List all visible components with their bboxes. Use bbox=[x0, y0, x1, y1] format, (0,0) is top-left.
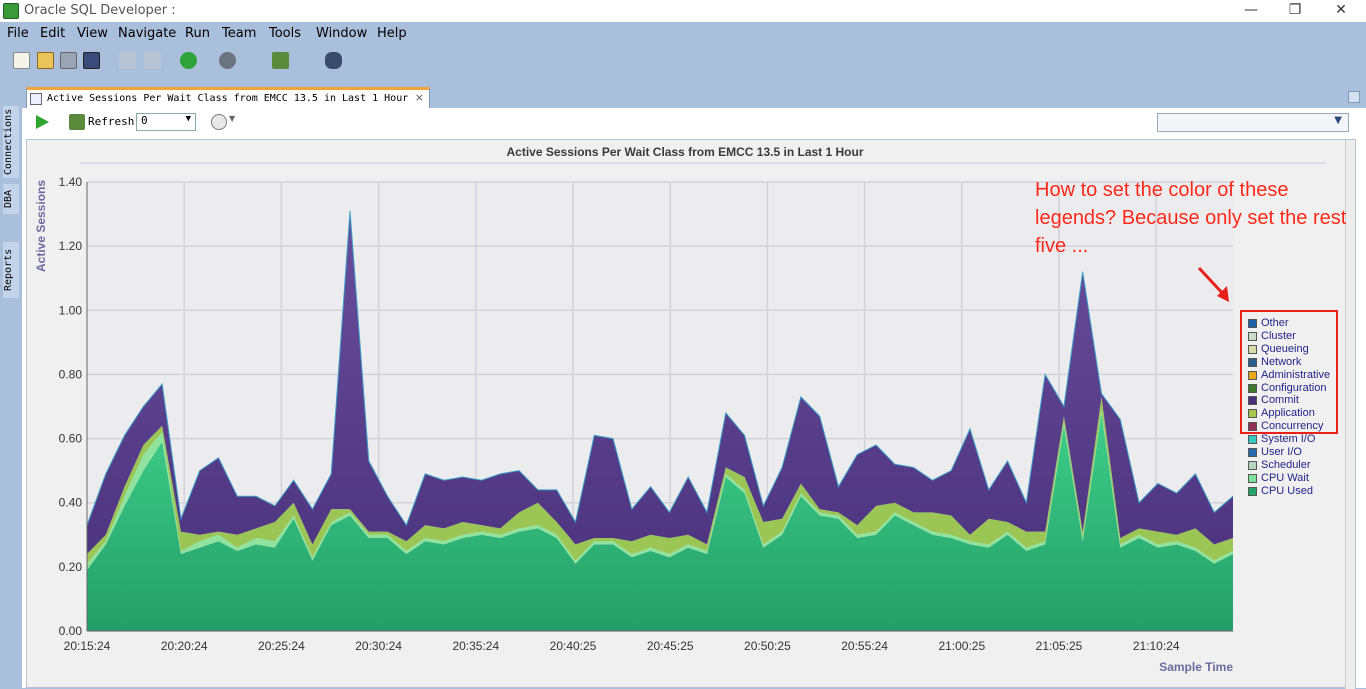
editor-tab-strip: Active Sessions Per Wait Class from EMCC… bbox=[22, 84, 1366, 108]
menu-bar: File Edit View Navigate Run Team Tools W… bbox=[0, 22, 1366, 46]
menu-team[interactable]: Team bbox=[222, 26, 257, 41]
open-folder-icon[interactable] bbox=[37, 52, 54, 69]
legend-label: Configuration bbox=[1261, 381, 1327, 394]
reports-tab[interactable]: Reports bbox=[3, 242, 19, 298]
tab-list-icon[interactable] bbox=[1348, 91, 1360, 103]
chevron-down-icon: ▼ bbox=[1334, 115, 1342, 126]
refresh-label: Refresh: bbox=[88, 115, 141, 128]
menu-help[interactable]: Help bbox=[377, 26, 407, 41]
report-tab[interactable]: Active Sessions Per Wait Class from EMCC… bbox=[26, 87, 430, 108]
back-icon[interactable] bbox=[180, 52, 197, 69]
title-bar: Oracle SQL Developer : — ❐ ✕ bbox=[0, 0, 1366, 22]
legend-label: Application bbox=[1261, 407, 1315, 420]
legend-swatch bbox=[1248, 435, 1257, 445]
legend-swatch bbox=[1248, 409, 1257, 419]
history-back-icon[interactable] bbox=[211, 114, 227, 130]
annotation-arrow-icon bbox=[1197, 266, 1229, 302]
legend-swatch bbox=[1248, 357, 1257, 367]
undo-icon[interactable] bbox=[119, 52, 136, 69]
legend-label: Queueing bbox=[1261, 342, 1309, 355]
menu-file[interactable]: File bbox=[7, 26, 29, 41]
legend-swatch bbox=[1248, 422, 1257, 432]
menu-tools[interactable]: Tools bbox=[269, 26, 302, 41]
legend-swatch bbox=[1248, 319, 1257, 328]
new-icon[interactable] bbox=[13, 52, 30, 69]
sql-icon[interactable] bbox=[272, 52, 289, 69]
tab-label: Active Sessions Per Wait Class from EMCC… bbox=[47, 93, 409, 104]
legend-swatch bbox=[1248, 460, 1257, 470]
menu-navigate[interactable]: Navigate bbox=[118, 26, 177, 41]
binoculars-icon[interactable] bbox=[325, 52, 342, 69]
side-panel-strip: Connections DBA Reports bbox=[0, 86, 22, 688]
legend-swatch bbox=[1248, 370, 1257, 380]
legend-label: CPU Used bbox=[1261, 484, 1313, 497]
legend-swatch bbox=[1248, 473, 1257, 483]
legend-label: Concurrency bbox=[1261, 420, 1324, 433]
menu-view[interactable]: View bbox=[77, 26, 108, 41]
menu-window[interactable]: Window bbox=[316, 26, 368, 41]
annotation-text: How to set the color of these legends? B… bbox=[1035, 179, 1347, 257]
annotation-highlight-box bbox=[1240, 310, 1338, 434]
save-icon[interactable] bbox=[60, 52, 77, 69]
refresh-select[interactable]: 0 ▼ bbox=[136, 113, 196, 131]
legend-swatch bbox=[1248, 396, 1257, 406]
dba-tab[interactable]: DBA bbox=[3, 184, 19, 214]
legend-label: Commit bbox=[1261, 394, 1299, 407]
refresh-value: 0 bbox=[141, 114, 148, 127]
connections-tab[interactable]: Connections bbox=[3, 106, 19, 178]
legend-label: CPU Wait bbox=[1261, 471, 1309, 484]
report-toolbar: Refresh: 0 ▼ ▼ ▼ bbox=[22, 108, 1366, 136]
legend-label: Cluster bbox=[1261, 329, 1296, 342]
tab-close-icon[interactable]: × bbox=[414, 91, 424, 104]
redo-icon[interactable] bbox=[144, 52, 161, 69]
toolbar bbox=[0, 46, 1366, 76]
close-button[interactable]: ✕ bbox=[1335, 2, 1347, 18]
legend-label: Network bbox=[1261, 355, 1302, 368]
legend-swatch bbox=[1248, 448, 1257, 457]
window-title: Oracle SQL Developer : bbox=[24, 3, 176, 18]
menu-run[interactable]: Run bbox=[185, 26, 210, 41]
chevron-down-icon[interactable]: ▼ bbox=[229, 114, 236, 123]
legend-swatch bbox=[1248, 331, 1257, 341]
run-icon[interactable] bbox=[34, 114, 50, 130]
legend-label: Scheduler bbox=[1261, 458, 1311, 471]
save-all-icon[interactable] bbox=[83, 52, 100, 69]
legend-label: Administrative bbox=[1261, 368, 1331, 381]
report-icon bbox=[30, 93, 42, 105]
legend-swatch bbox=[1248, 486, 1257, 496]
refresh-icon bbox=[69, 114, 85, 130]
restore-button[interactable]: ❐ bbox=[1288, 2, 1302, 18]
legend-label: Other bbox=[1261, 317, 1289, 329]
connection-select[interactable]: ▼ bbox=[1157, 113, 1349, 132]
chevron-down-icon: ▼ bbox=[185, 114, 191, 124]
vertical-scrollbar[interactable] bbox=[1345, 140, 1355, 689]
minimize-button[interactable]: — bbox=[1244, 2, 1258, 18]
legend-label: System I/O bbox=[1261, 433, 1316, 446]
menu-edit[interactable]: Edit bbox=[40, 26, 66, 41]
app-icon bbox=[3, 3, 19, 19]
legend-label: User I/O bbox=[1261, 446, 1302, 458]
forward-icon[interactable] bbox=[219, 52, 236, 69]
legend-swatch bbox=[1248, 344, 1257, 354]
legend-swatch bbox=[1248, 383, 1257, 393]
chart-title: Active Sessions Per Wait Class from EMCC… bbox=[506, 145, 864, 159]
